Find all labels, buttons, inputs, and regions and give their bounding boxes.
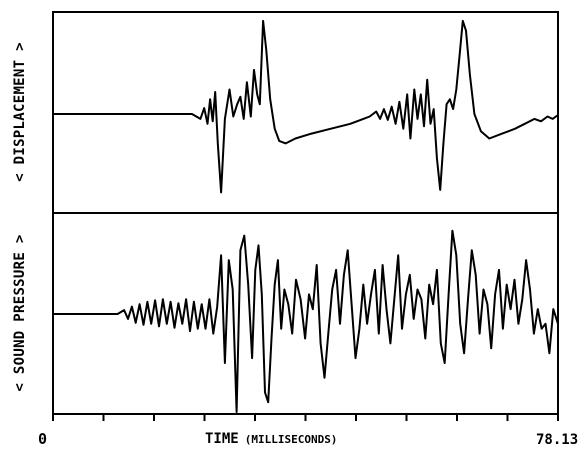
x-axis-end-label: 78.13 xyxy=(536,432,579,448)
x-axis-title-main: TIME xyxy=(205,431,239,447)
sound-pressure-trace xyxy=(52,229,559,413)
sound-pressure-axis-label: < SOUND PRESSURE > xyxy=(12,234,28,392)
x-axis-title-units: (MILLISECONDS) xyxy=(244,433,338,446)
x-axis-start-label: 0 xyxy=(38,430,48,448)
x-axis-title: TIME (MILLISECONDS) xyxy=(205,431,337,447)
x-axis-ticks xyxy=(52,414,559,421)
displacement-trace xyxy=(52,19,559,194)
